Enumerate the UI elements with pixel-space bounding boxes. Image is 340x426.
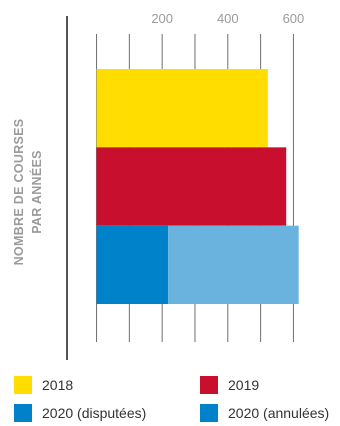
bar-2019-2019 bbox=[96, 147, 287, 226]
x-tick-label-200: 200 bbox=[151, 11, 173, 26]
y-axis-label-line-2: PAR ANNÉES bbox=[29, 150, 44, 234]
bar-2020-2020-annul-es bbox=[96, 225, 169, 304]
x-tick-label-600: 600 bbox=[283, 11, 305, 26]
bar-2018-2018 bbox=[96, 69, 268, 148]
y-axis-label-line-1: NOMBRE DE COURSES bbox=[12, 119, 26, 266]
bars bbox=[96, 69, 299, 304]
x-axis-tick-labels: 200 400 600 bbox=[151, 11, 304, 26]
bar-2020-2020-disput-es bbox=[168, 225, 299, 304]
x-tick-label-400: 400 bbox=[217, 11, 239, 26]
